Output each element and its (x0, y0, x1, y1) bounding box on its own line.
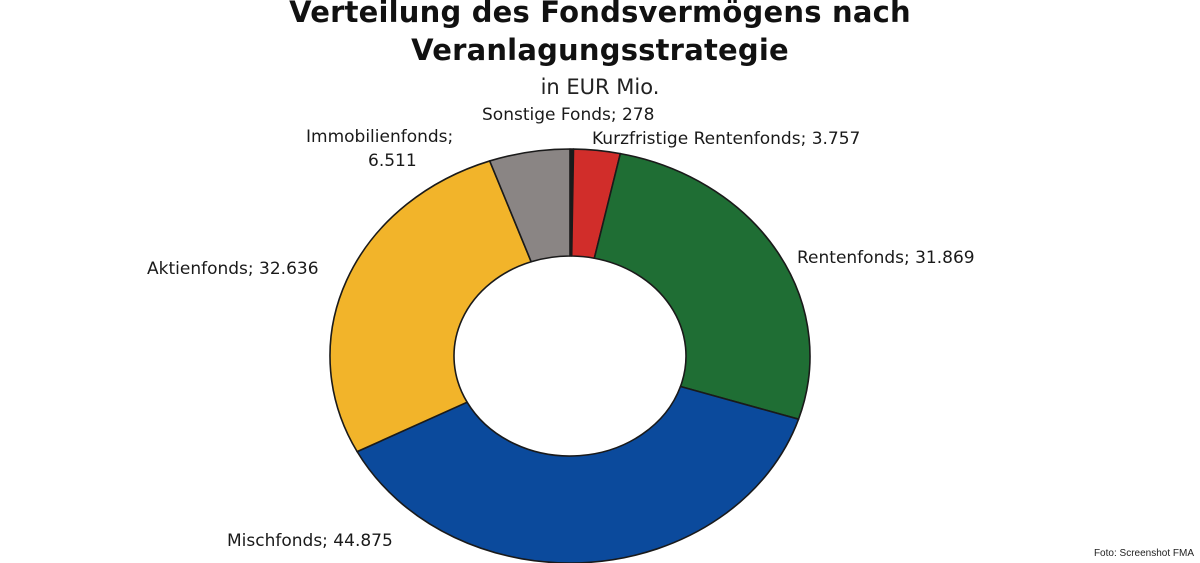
slice-label-immobilienfonds-name: Immobilienfonds; (306, 127, 454, 147)
slice-label-mischfonds: Mischfonds; 44.875 (227, 531, 393, 551)
slice-label-kurzfristige-rentenfonds: Kurzfristige Rentenfonds; 3.757 (592, 129, 861, 149)
photo-credit: Foto: Screenshot FMA (1093, 548, 1194, 559)
chart-title-line-2: Veranlagungsstrategie (411, 33, 789, 67)
slice-label-aktienfonds: Aktienfonds; 32.636 (147, 259, 319, 279)
slice-aktienfonds (329, 160, 532, 453)
slice-label-sonstige-fonds: Sonstige Fonds; 278 (482, 105, 655, 125)
chart-subtitle: in EUR Mio. (540, 75, 660, 99)
chart-title-line-1: Verteilung des Fondsvermögens nach (289, 0, 911, 29)
slice-mischfonds (356, 385, 800, 563)
slice-label-immobilienfonds-value: 6.511 (368, 151, 417, 171)
slice-immobilienfonds (488, 148, 571, 263)
slice-rentenfonds (593, 152, 811, 420)
slice-label-rentenfonds: Rentenfonds; 31.869 (797, 248, 975, 268)
